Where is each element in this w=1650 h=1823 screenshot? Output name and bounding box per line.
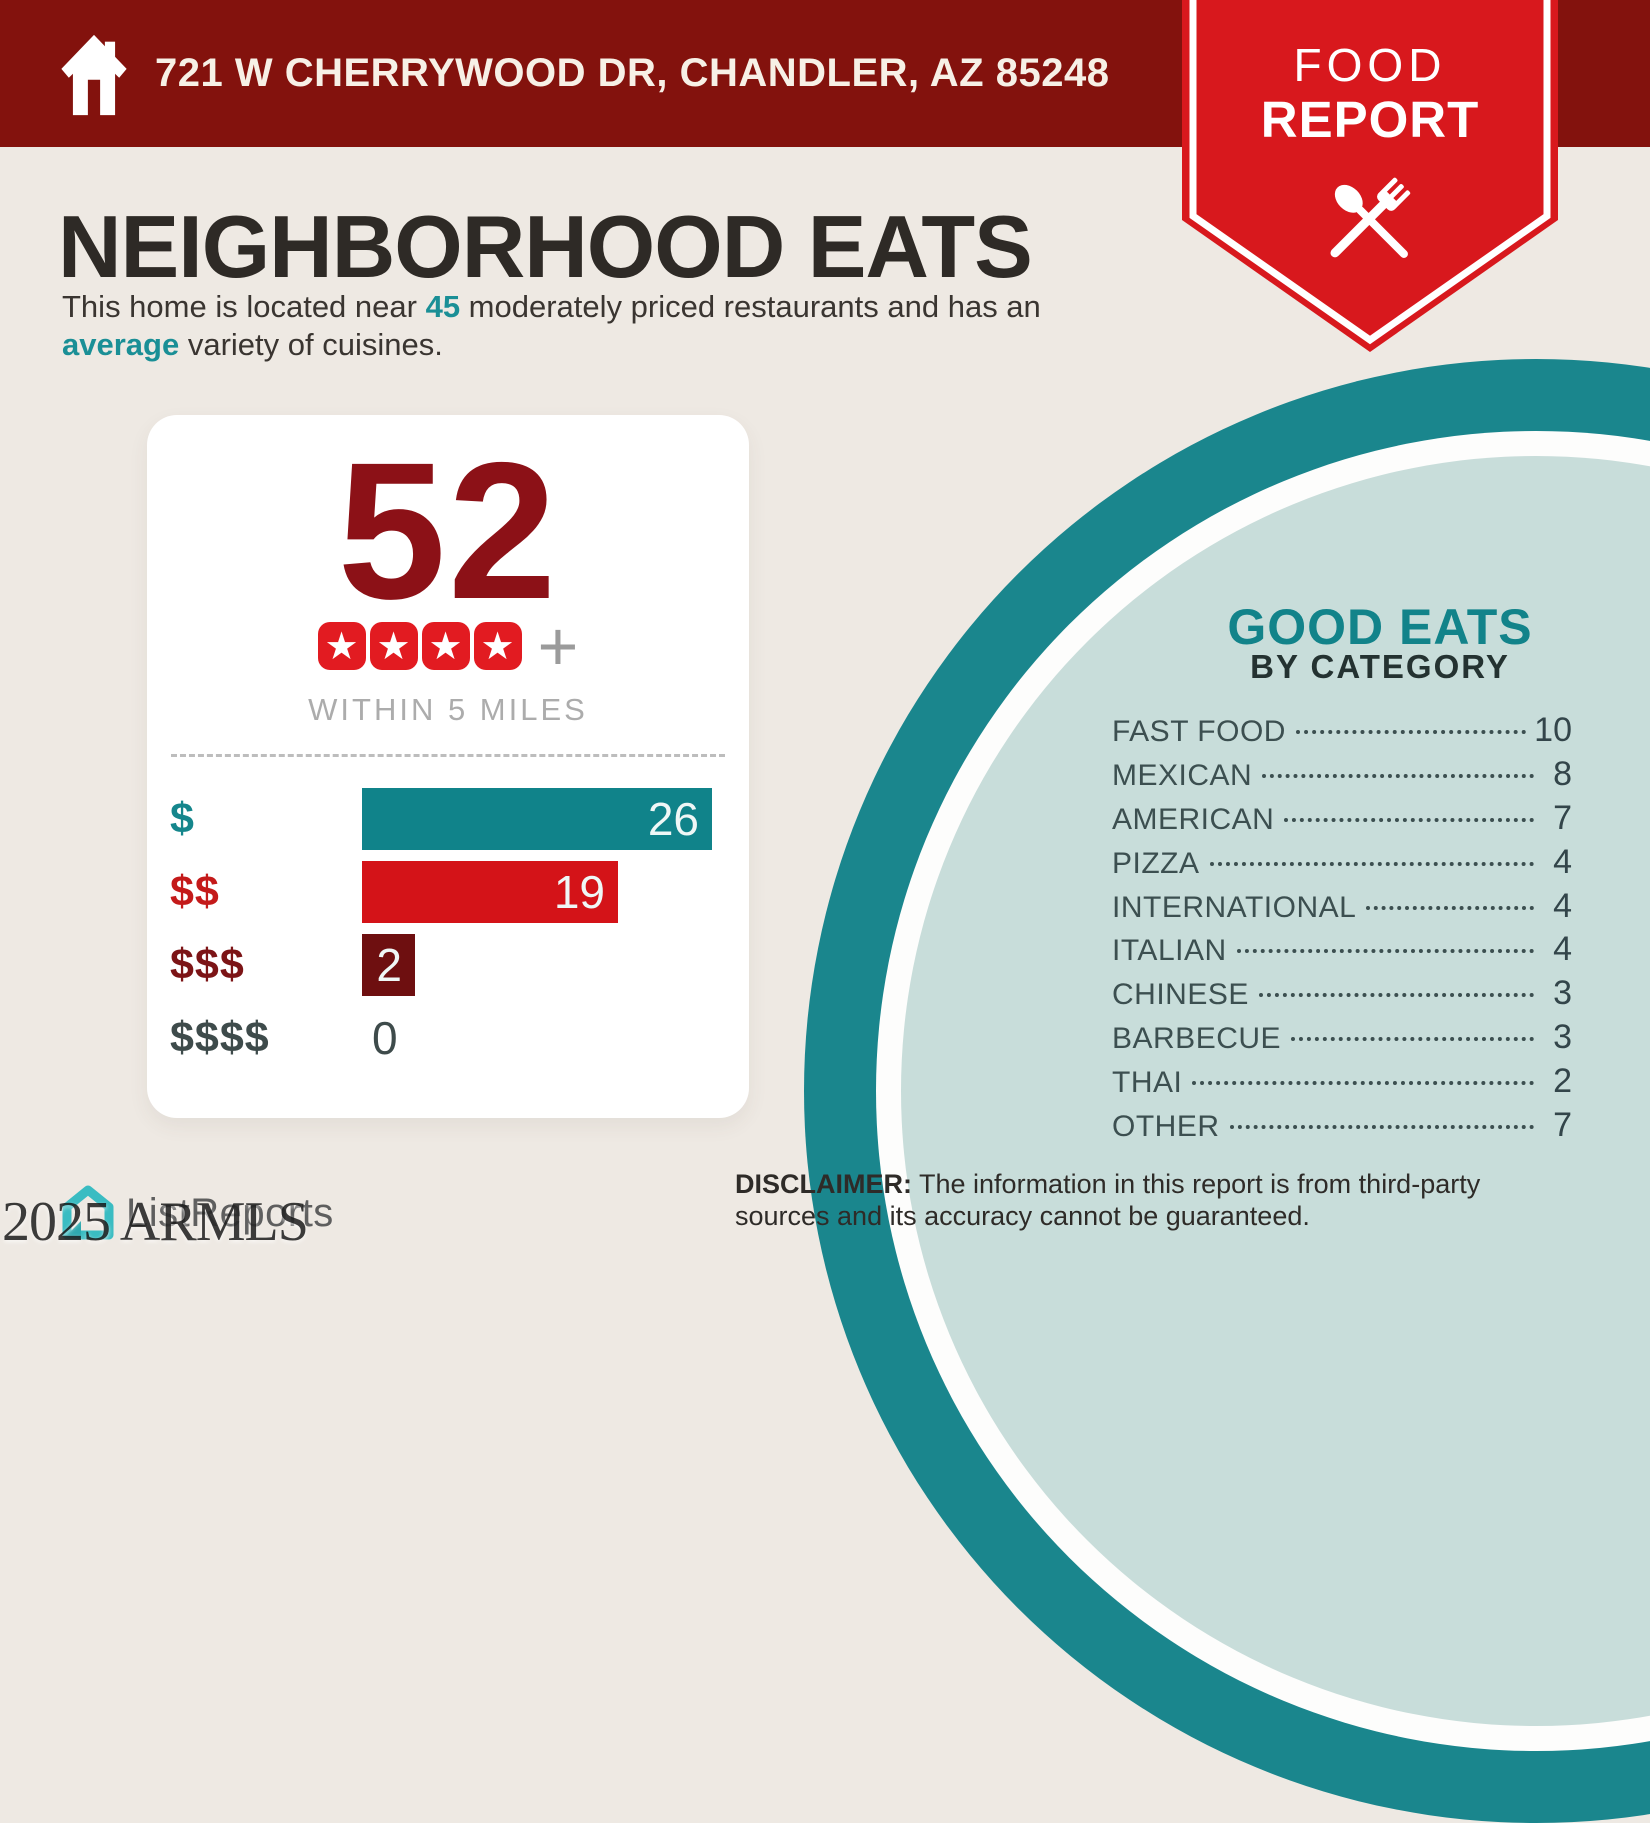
dotted-leader xyxy=(1192,1081,1534,1086)
home-icon xyxy=(61,34,127,116)
price-level-label: $ xyxy=(170,794,195,843)
cuisine-category-row: PIZZA 4 xyxy=(1112,843,1572,887)
cuisine-category-row: AMERICAN 7 xyxy=(1112,799,1572,843)
price-level-row: $$$$ 0 xyxy=(147,1007,749,1069)
cuisine-category-row: FAST FOOD 10 xyxy=(1112,711,1572,755)
badge-title-line1: FOOD xyxy=(1293,39,1447,91)
dotted-leader xyxy=(1229,1125,1534,1130)
price-level-row: $$$ 2 xyxy=(147,934,749,996)
radius-label: WITHIN 5 MILES xyxy=(308,692,588,727)
dotted-leader xyxy=(1262,773,1534,778)
cuisine-category-row: CHINESE 3 xyxy=(1112,974,1572,1018)
price-level-bar: 19 xyxy=(362,861,618,923)
dotted-leader xyxy=(1209,861,1534,866)
cuisine-category-label: BARBECUE xyxy=(1112,1022,1282,1056)
price-level-bar: 2 xyxy=(362,934,415,996)
cuisine-category-count: 4 xyxy=(1553,842,1572,881)
cuisine-category-row: BARBECUE 3 xyxy=(1112,1018,1572,1062)
dotted-leader xyxy=(1366,905,1534,910)
price-level-row: $$ 19 xyxy=(147,861,749,923)
dotted-leader xyxy=(1291,1037,1534,1042)
cuisine-category-row: INTERNATIONAL 4 xyxy=(1112,887,1572,931)
cuisine-category-row: ITALIAN 4 xyxy=(1112,930,1572,974)
armls-watermark: 2025 ARMLS xyxy=(2,1191,309,1253)
food-report-badge: FOOD REPORT xyxy=(1182,0,1558,352)
cuisine-category-count: 7 xyxy=(1553,1106,1572,1145)
cuisine-category-label: CHINESE xyxy=(1112,978,1249,1012)
variety-highlight: average xyxy=(62,327,180,362)
crossed-spoon-fork-icon xyxy=(1330,177,1411,258)
page-title: NEIGHBORHOOD EATS xyxy=(58,197,1033,296)
plus-icon: + xyxy=(537,607,579,685)
badge-ribbon-shape xyxy=(1182,0,1558,352)
cuisine-category-count: 4 xyxy=(1553,886,1572,925)
subtitle-text: This home is located near xyxy=(62,289,426,324)
restaurant-score-card: 52 ★ ★ ★ ★ + WITHIN 5 MILES $26 $$ 19 $$$ 2 $$$$ 0 xyxy=(147,415,749,1118)
cuisine-category-count: 10 xyxy=(1534,711,1572,749)
restaurant-count-score: 52 xyxy=(337,422,559,640)
price-level-label: $$$ xyxy=(170,940,245,989)
price-level-label: $$$$ xyxy=(170,1013,270,1062)
disclaimer-text: The information in this report is from t… xyxy=(735,1169,1481,1231)
star-rating: ★ ★ ★ ★ + xyxy=(147,607,749,685)
cuisine-category-count: 8 xyxy=(1553,754,1572,793)
good-eats-heading: GOOD EATS xyxy=(1227,599,1533,655)
cuisine-category-label: THAI xyxy=(1112,1066,1183,1100)
cuisine-category-row: MEXICAN 8 xyxy=(1112,755,1572,799)
disclaimer: DISCLAIMER: The information in this repo… xyxy=(735,1168,1545,1232)
price-level-value: 0 xyxy=(372,1012,398,1064)
price-level-bar: 26 xyxy=(362,788,712,850)
price-level-value: 19 xyxy=(553,866,605,918)
badge-title-line2: REPORT xyxy=(1260,91,1480,148)
cuisine-category-row: OTHER 7 xyxy=(1112,1106,1572,1150)
good-eats-subheading: BY CATEGORY xyxy=(1250,648,1510,685)
price-level-row: $26 xyxy=(147,788,749,850)
dotted-leader xyxy=(1258,993,1534,998)
price-level-value: 2 xyxy=(376,939,402,991)
restaurant-count-highlight: 45 xyxy=(425,289,461,324)
listreports-wordmark: ListReports xyxy=(126,1190,334,1235)
cuisine-category-label: PIZZA xyxy=(1112,846,1200,880)
cuisine-category-label: OTHER xyxy=(1112,1110,1220,1144)
subtitle-text-mid: moderately priced restaurants and has an xyxy=(460,289,1041,324)
price-level-value: 26 xyxy=(647,793,699,845)
cuisine-category-row: THAI 2 xyxy=(1112,1062,1572,1106)
star-icon: ★ xyxy=(421,622,470,670)
listreports-house-icon xyxy=(62,1185,114,1240)
disclaimer-label: DISCLAIMER: xyxy=(735,1169,912,1199)
cuisine-category-label: MEXICAN xyxy=(1112,758,1253,792)
dotted-leader xyxy=(1295,730,1527,734)
cuisine-category-label: AMERICAN xyxy=(1112,802,1275,836)
cuisine-category-count: 7 xyxy=(1553,798,1572,837)
cuisine-category-count: 3 xyxy=(1553,974,1572,1013)
listreports-logo: ListReports xyxy=(62,1185,334,1241)
cuisine-category-label: FAST FOOD xyxy=(1112,715,1286,748)
subtitle-text-end: variety of cuisines. xyxy=(179,327,443,362)
dotted-leader xyxy=(1284,817,1534,822)
cuisine-category-count: 3 xyxy=(1553,1018,1572,1057)
cuisine-category-list: FAST FOOD 10 MEXICAN 8 AMERICAN 7 PIZZA 4 INTERN… xyxy=(1112,711,1572,1150)
cuisine-category-count: 4 xyxy=(1553,930,1572,969)
property-address: 721 W CHERRYWOOD DR, CHANDLER, AZ 85248 xyxy=(155,51,1110,95)
star-icon: ★ xyxy=(369,622,418,670)
dotted-leader xyxy=(1236,949,1534,954)
page-subtitle: This home is located near 45 moderately … xyxy=(62,288,1072,364)
price-level-label: $$ xyxy=(170,867,220,916)
cuisine-category-label: ITALIAN xyxy=(1112,934,1227,968)
star-icon: ★ xyxy=(473,622,522,670)
cuisine-category-count: 2 xyxy=(1553,1062,1572,1101)
dashed-divider xyxy=(171,754,725,757)
cuisine-category-label: INTERNATIONAL xyxy=(1112,890,1357,924)
star-icon: ★ xyxy=(317,622,366,670)
